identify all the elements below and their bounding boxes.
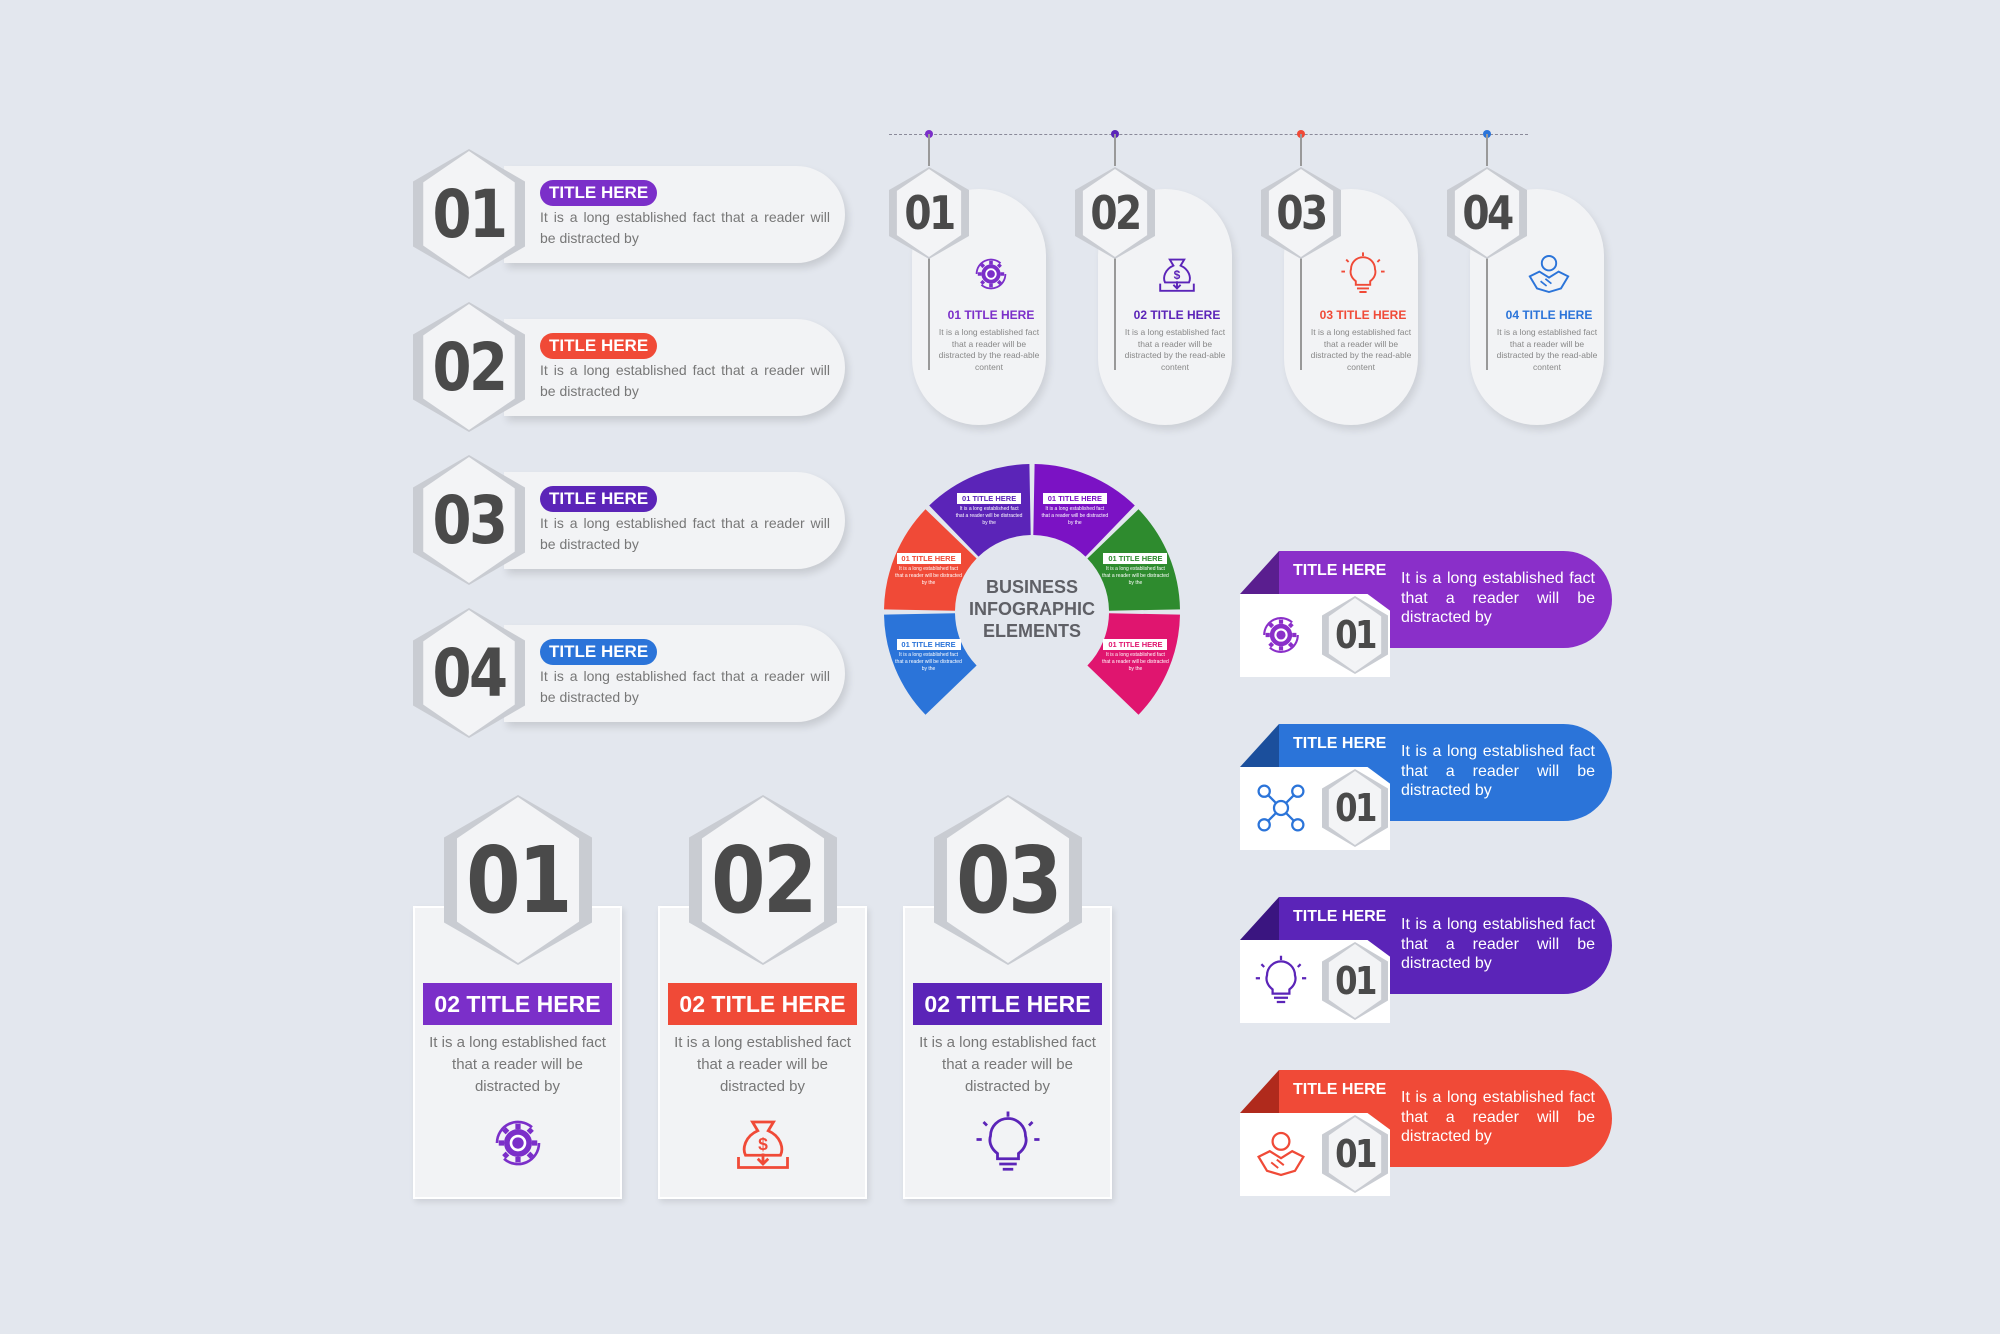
step-number: 01 — [896, 169, 962, 257]
step-number: 01 — [456, 797, 580, 963]
gear-cycle-icon — [1253, 607, 1309, 663]
segment-title: 01 TITLE HERE — [1103, 638, 1168, 650]
feature-description: It is a long established fact that a rea… — [919, 1034, 1096, 1095]
step-description: It is a long established fact that a rea… — [540, 362, 830, 399]
number-hexagon: 04 — [1447, 167, 1527, 259]
wheel-center-title: BUSINESS — [985, 577, 1079, 597]
segment-description: It is a long established fact that a rea… — [1102, 566, 1169, 587]
connector-line — [1114, 134, 1116, 166]
card-description: It is a long established fact that a rea… — [938, 327, 1040, 372]
card-description: It is a long established fact that a rea… — [1401, 1089, 1595, 1145]
number-hexagon: 04 — [413, 608, 525, 738]
card-description: It is a long established fact that a rea… — [1124, 327, 1226, 372]
number-hexagon: 01 — [1322, 769, 1388, 847]
card-description: It is a long established fact that a rea… — [1496, 327, 1598, 372]
segment-description: It is a long established fact that a rea… — [895, 566, 962, 587]
lightbulb-icon — [1339, 250, 1387, 298]
connector-line — [1300, 250, 1302, 370]
card-title: TITLE HERE — [1293, 735, 1387, 752]
segment-title: 01 TITLE HERE — [1103, 553, 1168, 565]
wheel-segment — [884, 613, 977, 715]
step-number: 04 — [1454, 169, 1520, 257]
timeline-dashed-line — [889, 134, 1528, 135]
card-description: It is a long established fact that a rea… — [1401, 743, 1595, 799]
step-title-badge: TITLE HERE — [540, 639, 658, 665]
connector-line — [1114, 250, 1116, 370]
svg-text:$: $ — [1174, 268, 1181, 282]
segment-description: It is a long established fact that a rea… — [895, 651, 962, 672]
card-description: It is a long established fact that a rea… — [1401, 916, 1595, 972]
number-hexagon: 01 — [1322, 942, 1388, 1020]
segment-description: It is a long established fact that a rea… — [1102, 651, 1169, 672]
connector-line — [1486, 250, 1488, 370]
step-number: 03 — [946, 797, 1070, 963]
money-bag-icon: $ — [728, 1108, 798, 1178]
lightbulb-icon — [973, 1108, 1043, 1178]
step-title-badge: TITLE HERE — [540, 486, 658, 512]
segment-description: It is a long established fact that a rea… — [955, 505, 1023, 526]
money-bag-icon: $ — [1153, 250, 1201, 298]
step-number: 03 — [1268, 169, 1334, 257]
gear-cycle-icon — [967, 250, 1015, 298]
segment-title: 01 TITLE HERE — [957, 492, 1022, 504]
step-number: 02 — [1082, 169, 1148, 257]
step-number: 02 — [423, 304, 515, 430]
card-fold — [1240, 724, 1279, 767]
lightbulb-icon — [1253, 953, 1309, 1009]
feature-description: It is a long established fact that a rea… — [674, 1034, 851, 1095]
card-title: 02 TITLE HERE — [1133, 308, 1221, 322]
step-number: 01 — [1328, 598, 1382, 672]
step-number: 03 — [423, 457, 515, 583]
number-hexagon: 01 — [1322, 596, 1388, 674]
card-title: 03 TITLE HERE — [1319, 308, 1407, 322]
connector-line — [928, 134, 930, 166]
step-number: 04 — [423, 610, 515, 736]
connector-line — [1486, 134, 1488, 166]
gear-cycle-icon — [483, 1108, 553, 1178]
card-title: TITLE HERE — [1293, 1081, 1387, 1098]
segment-description: It is a long established fact that a rea… — [1041, 505, 1109, 526]
card-fold — [1240, 1070, 1279, 1113]
feature-title-banner: 02 TITLE HERE — [913, 983, 1102, 1025]
connector-line — [1300, 134, 1302, 166]
svg-text:$: $ — [758, 1134, 768, 1154]
number-hexagon: 02 — [1075, 167, 1155, 259]
card-title: 01 TITLE HERE — [947, 308, 1035, 322]
handshake-icon — [1525, 250, 1573, 298]
segment-title: 01 TITLE HERE — [896, 638, 961, 650]
step-number: 01 — [1328, 771, 1382, 845]
number-hexagon: 01 — [1322, 1115, 1388, 1193]
feature-title-banner: 02 TITLE HERE — [423, 983, 612, 1025]
number-hexagon: 03 — [1261, 167, 1341, 259]
card-fold — [1240, 897, 1279, 940]
step-title-badge: TITLE HERE — [540, 333, 658, 359]
wheel-segment — [1033, 464, 1135, 557]
segment-title: 01 TITLE HERE — [896, 553, 961, 565]
wheel-segment — [929, 464, 1031, 557]
network-icon — [1253, 780, 1309, 836]
card-description: It is a long established fact that a rea… — [1401, 570, 1595, 626]
step-number: 01 — [1328, 944, 1382, 1018]
step-number: 02 — [701, 797, 825, 963]
card-fold — [1240, 551, 1279, 594]
step-number: 01 — [1328, 1117, 1382, 1191]
card-title: TITLE HERE — [1293, 562, 1387, 579]
wheel-center-title: INFOGRAPHIC — [969, 599, 1095, 619]
feature-description: It is a long established fact that a rea… — [429, 1034, 606, 1095]
step-description: It is a long established fact that a rea… — [540, 209, 830, 246]
handshake-icon — [1253, 1126, 1309, 1182]
step-description: It is a long established fact that a rea… — [540, 668, 830, 705]
card-description: It is a long established fact that a rea… — [1310, 327, 1412, 372]
segment-title: 01 TITLE HERE — [1042, 492, 1107, 504]
feature-title-banner: 02 TITLE HERE — [668, 983, 857, 1025]
wheel-segment — [1087, 613, 1180, 715]
step-description: It is a long established fact that a rea… — [540, 515, 830, 552]
card-title: 04 TITLE HERE — [1505, 308, 1593, 322]
step-title-badge: TITLE HERE — [540, 180, 658, 206]
step-number: 01 — [423, 151, 515, 277]
wheel-center-title: ELEMENTS — [982, 621, 1081, 641]
connector-line — [928, 250, 930, 370]
card-title: TITLE HERE — [1293, 908, 1387, 925]
